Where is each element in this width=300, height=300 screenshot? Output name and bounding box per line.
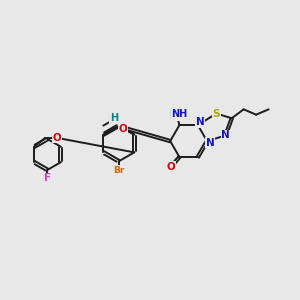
Text: N: N [221,130,230,140]
Text: O: O [167,162,176,172]
Text: N: N [206,138,214,148]
Text: NH: NH [171,109,188,119]
Text: O: O [118,124,127,134]
Text: N: N [196,117,205,127]
Text: O: O [52,133,61,143]
Text: S: S [213,109,220,118]
Text: H: H [110,113,118,123]
Text: F: F [44,173,51,183]
Text: NH: NH [169,111,185,121]
Text: Br: Br [113,166,124,175]
